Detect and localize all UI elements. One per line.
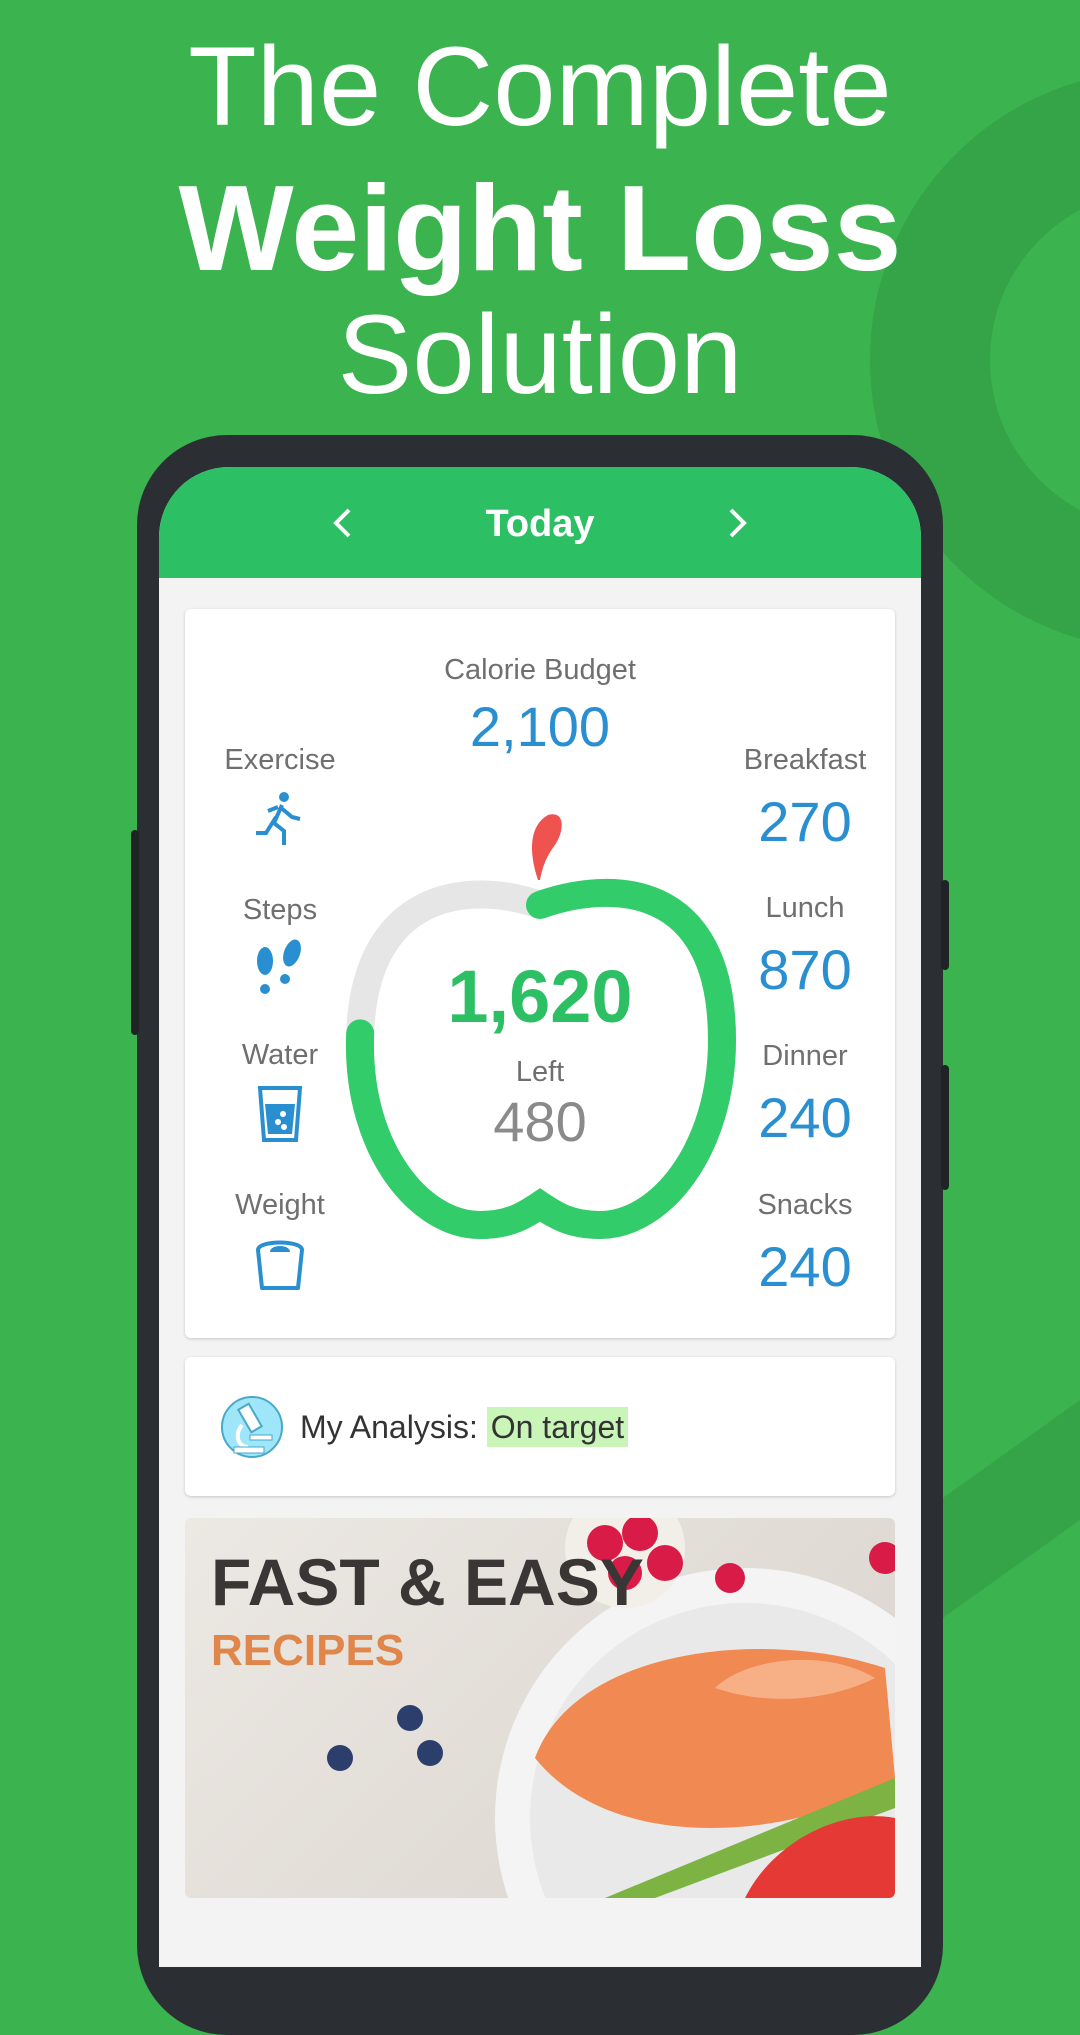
meal-calories: 870 — [758, 938, 852, 1001]
consumed-value: 1,620 — [447, 955, 633, 1038]
analysis-card[interactable]: My Analysis: On target — [185, 1357, 895, 1496]
banner-subtitle: RECIPES — [211, 1626, 405, 1675]
calorie-summary-card: Calorie Budget 2,100 1,620 Left 480 Exer… — [185, 609, 895, 1338]
meal-calories: 240 — [758, 1235, 852, 1298]
date-title: Today — [485, 503, 595, 545]
headline-line3: Solution — [337, 292, 743, 417]
headline-line2: Weight Loss — [178, 160, 902, 296]
budget-label: Calorie Budget — [444, 654, 636, 686]
running-icon — [256, 792, 301, 845]
date-header: Today — [159, 467, 921, 578]
scale-icon — [256, 1240, 304, 1290]
salmon-dish-image — [327, 1518, 895, 1898]
meal-label: Lunch — [765, 892, 845, 924]
tracker-label: Water — [241, 1039, 319, 1071]
meal-label: Snacks — [757, 1189, 853, 1221]
left-label: Left — [515, 1056, 565, 1088]
headline-line1: The Complete — [188, 24, 892, 149]
app-screen: Today Calorie Budget 2,100 1,620 Left 48… — [159, 467, 921, 1967]
microscope-icon — [221, 1396, 283, 1458]
tracker-label: Exercise — [224, 744, 336, 776]
apple-progress-ring — [345, 814, 737, 1240]
apple-leaf-icon — [532, 814, 562, 880]
analysis-label: My Analysis: — [300, 1409, 478, 1445]
recipes-banner[interactable]: FAST & EASY RECIPES — [185, 1518, 895, 1898]
phone-side-button — [941, 880, 949, 970]
tracker-label: Weight — [235, 1189, 325, 1221]
chevron-right-icon[interactable] — [719, 505, 755, 541]
left-value: 480 — [493, 1090, 587, 1153]
phone-side-button — [131, 830, 139, 1035]
footsteps-icon — [257, 939, 301, 994]
chevron-left-icon[interactable] — [325, 505, 361, 541]
banner-title: FAST & EASY — [211, 1545, 644, 1619]
analysis-text: My Analysis: On target — [300, 1407, 629, 1447]
meal-calories: 240 — [758, 1086, 852, 1149]
meal-label: Breakfast — [743, 744, 867, 776]
tracker-label: Steps — [242, 894, 318, 926]
apple-progress — [345, 878, 737, 1240]
meal-label: Dinner — [762, 1040, 848, 1072]
background-decoration — [870, 81, 1080, 1620]
budget-value: 2,100 — [469, 695, 611, 758]
meal-calories: 270 — [758, 790, 852, 853]
water-glass-icon — [257, 1086, 303, 1142]
phone-side-button — [941, 1065, 949, 1190]
analysis-status-badge: On target — [486, 1407, 629, 1447]
